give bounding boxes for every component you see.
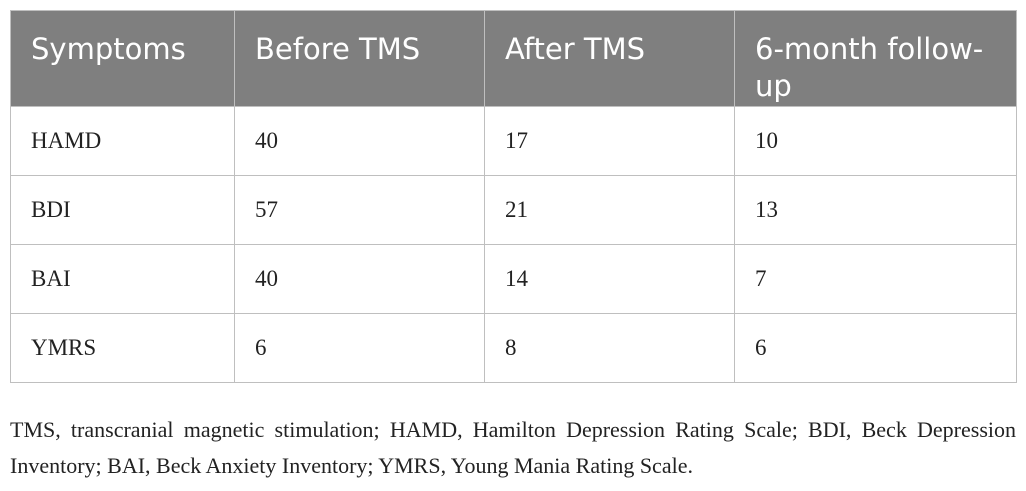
row-label: YMRS (10, 313, 235, 383)
table-body: HAMD 40 17 10 BDI 57 21 13 BAI 40 14 7 YMRS 6 8 6 (10, 106, 1017, 383)
footnote: TMS, transcranial magnetic stimulation; … (10, 417, 1016, 478)
table-cell: 8 (484, 313, 735, 383)
header-row: Symptoms Before TMS After TMS 6-month follo… (10, 10, 1017, 107)
row-label: HAMD (10, 106, 235, 176)
row-label: BDI (10, 175, 235, 245)
table-container: Symptoms Before TMS After TMS 6-month follo… (10, 10, 1017, 383)
table-row: YMRS 6 8 6 (10, 313, 1017, 383)
table-cell: 10 (734, 106, 1017, 176)
header-cell: 6-month follow-up (734, 10, 1017, 107)
table-cell: 17 (484, 106, 735, 176)
table-cell: 13 (734, 175, 1017, 245)
row-label: BAI (10, 244, 235, 314)
table-cell: 40 (234, 106, 485, 176)
table-row: HAMD 40 17 10 (10, 106, 1017, 176)
table-cell: 6 (734, 313, 1017, 383)
table-cell: 40 (234, 244, 485, 314)
table-row: BDI 57 21 13 (10, 175, 1017, 245)
table-cell: 6 (234, 313, 485, 383)
header-cell: Symptoms (10, 10, 235, 107)
header-cell: Before TMS (234, 10, 485, 107)
data-table: Symptoms Before TMS After TMS 6-month follo… (10, 10, 1017, 383)
header-cell: After TMS (484, 10, 735, 107)
table-cell: 57 (234, 175, 485, 245)
table-cell: 21 (484, 175, 735, 245)
table-cell: 14 (484, 244, 735, 314)
table-cell: 7 (734, 244, 1017, 314)
table-row: BAI 40 14 7 (10, 244, 1017, 314)
